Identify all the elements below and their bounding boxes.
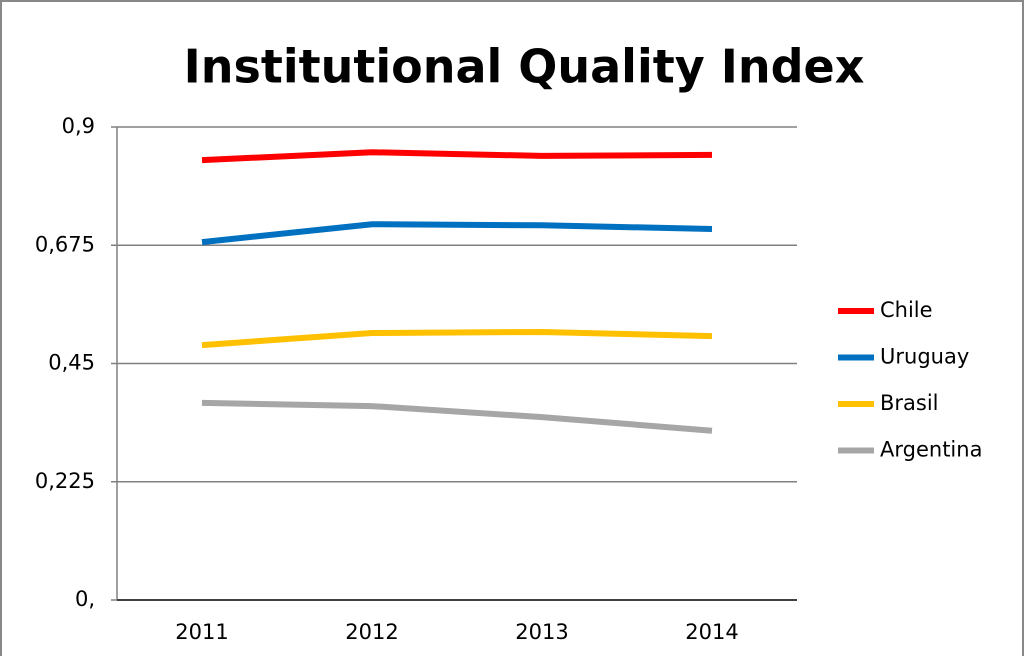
- legend-label: Brasil: [880, 391, 939, 415]
- x-tick-label: 2011: [175, 620, 228, 644]
- y-tick-label: 0,45: [48, 351, 95, 375]
- chart-title: Institutional Quality Index: [184, 40, 865, 94]
- series-line: [201, 328, 713, 349]
- x-tick-label: 2014: [685, 620, 738, 644]
- y-tick-label: 0,675: [35, 232, 95, 256]
- x-tick-label: 2013: [515, 620, 568, 644]
- legend-label: Argentina: [880, 438, 982, 462]
- legend-label: Uruguay: [880, 345, 969, 369]
- series-line: [201, 149, 713, 164]
- series-line: [201, 399, 713, 434]
- y-tick-label: 0,225: [35, 469, 95, 493]
- y-tick-label: 0,9: [62, 114, 95, 138]
- series-line: [201, 221, 713, 246]
- y-tick-label: 0,: [75, 587, 95, 611]
- x-tick-label: 2012: [345, 620, 398, 644]
- legend-label: Chile: [880, 298, 933, 322]
